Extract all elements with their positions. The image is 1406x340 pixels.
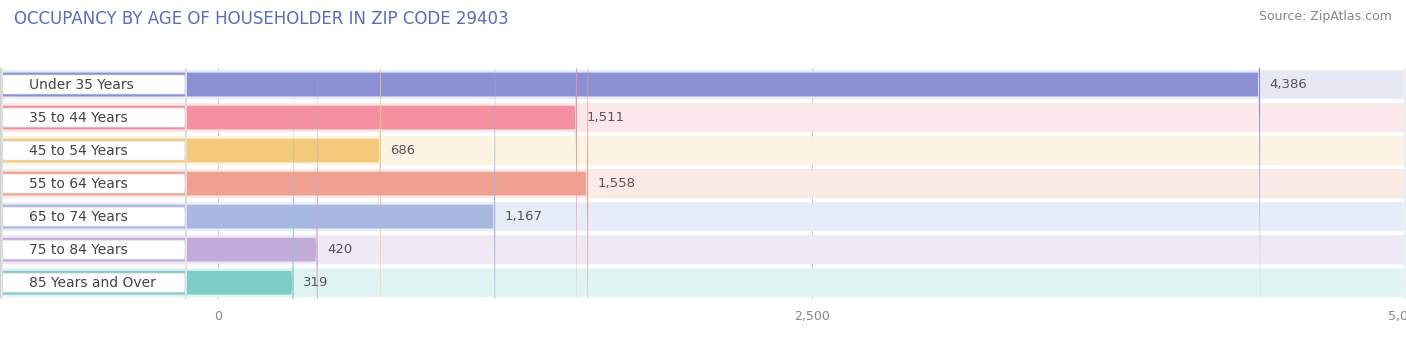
Text: 45 to 54 Years: 45 to 54 Years bbox=[30, 143, 128, 157]
Text: 420: 420 bbox=[328, 243, 353, 256]
FancyBboxPatch shape bbox=[0, 0, 381, 340]
Text: 4,386: 4,386 bbox=[1270, 78, 1308, 91]
Text: 65 to 74 Years: 65 to 74 Years bbox=[30, 210, 128, 224]
Text: 1,167: 1,167 bbox=[505, 210, 543, 223]
FancyBboxPatch shape bbox=[0, 0, 1260, 340]
Text: 85 Years and Over: 85 Years and Over bbox=[30, 276, 156, 290]
FancyBboxPatch shape bbox=[0, 136, 1406, 165]
FancyBboxPatch shape bbox=[1, 0, 187, 339]
Text: OCCUPANCY BY AGE OF HOUSEHOLDER IN ZIP CODE 29403: OCCUPANCY BY AGE OF HOUSEHOLDER IN ZIP C… bbox=[14, 10, 509, 28]
FancyBboxPatch shape bbox=[0, 202, 1406, 231]
Text: 75 to 84 Years: 75 to 84 Years bbox=[30, 243, 128, 257]
FancyBboxPatch shape bbox=[0, 0, 576, 340]
Text: 55 to 64 Years: 55 to 64 Years bbox=[30, 176, 128, 191]
Text: Under 35 Years: Under 35 Years bbox=[30, 78, 134, 91]
Text: 35 to 44 Years: 35 to 44 Years bbox=[30, 110, 128, 124]
FancyBboxPatch shape bbox=[1, 0, 187, 340]
FancyBboxPatch shape bbox=[0, 235, 1406, 265]
FancyBboxPatch shape bbox=[0, 169, 1406, 198]
Text: 686: 686 bbox=[391, 144, 416, 157]
Text: 1,558: 1,558 bbox=[598, 177, 636, 190]
FancyBboxPatch shape bbox=[0, 103, 1406, 132]
FancyBboxPatch shape bbox=[1, 0, 187, 340]
FancyBboxPatch shape bbox=[0, 0, 318, 340]
FancyBboxPatch shape bbox=[0, 70, 1406, 99]
FancyBboxPatch shape bbox=[0, 0, 588, 340]
FancyBboxPatch shape bbox=[1, 0, 187, 340]
Text: 1,511: 1,511 bbox=[586, 111, 624, 124]
FancyBboxPatch shape bbox=[1, 28, 187, 340]
Text: Source: ZipAtlas.com: Source: ZipAtlas.com bbox=[1258, 10, 1392, 23]
FancyBboxPatch shape bbox=[1, 0, 187, 340]
FancyBboxPatch shape bbox=[0, 0, 495, 340]
Text: 319: 319 bbox=[304, 276, 329, 289]
FancyBboxPatch shape bbox=[0, 268, 1406, 298]
FancyBboxPatch shape bbox=[1, 0, 187, 340]
FancyBboxPatch shape bbox=[0, 0, 294, 340]
